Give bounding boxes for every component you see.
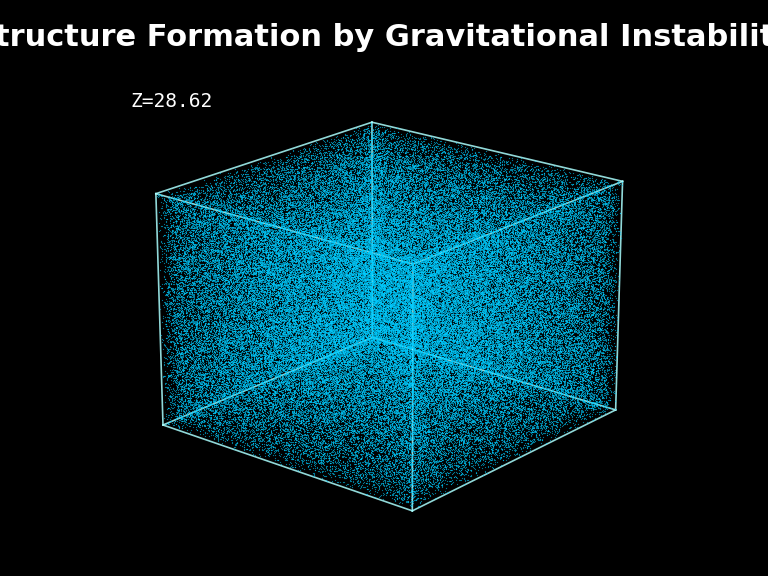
Text: Structure Formation by Gravitational Instability: Structure Formation by Gravitational Ins… (0, 23, 768, 52)
Text: Z=28.62: Z=28.62 (131, 92, 213, 111)
